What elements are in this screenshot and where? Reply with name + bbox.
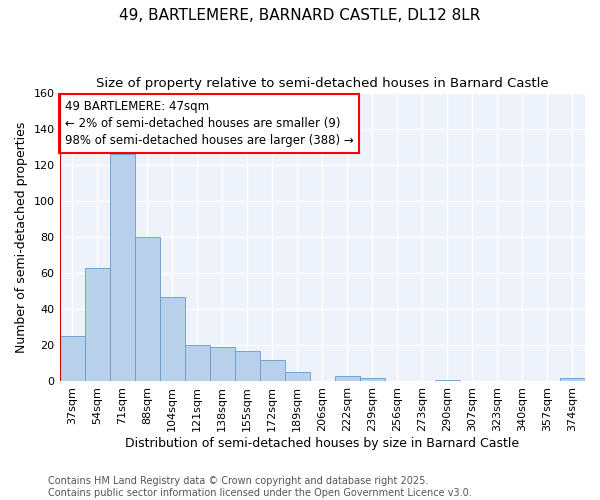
Bar xyxy=(59,336,85,382)
Bar xyxy=(235,351,260,382)
Text: 49, BARTLEMERE, BARNARD CASTLE, DL12 8LR: 49, BARTLEMERE, BARNARD CASTLE, DL12 8LR xyxy=(119,8,481,22)
Bar xyxy=(85,268,110,382)
Bar xyxy=(560,378,585,382)
Bar xyxy=(260,360,285,382)
Bar xyxy=(209,347,235,382)
Bar xyxy=(360,378,385,382)
Bar xyxy=(134,238,160,382)
Text: Contains HM Land Registry data © Crown copyright and database right 2025.
Contai: Contains HM Land Registry data © Crown c… xyxy=(48,476,472,498)
Bar xyxy=(435,380,460,382)
X-axis label: Distribution of semi-detached houses by size in Barnard Castle: Distribution of semi-detached houses by … xyxy=(125,437,520,450)
Bar xyxy=(285,372,310,382)
Bar xyxy=(160,296,185,382)
Bar xyxy=(335,376,360,382)
Bar xyxy=(110,154,134,382)
Y-axis label: Number of semi-detached properties: Number of semi-detached properties xyxy=(15,122,28,353)
Text: 49 BARTLEMERE: 47sqm
← 2% of semi-detached houses are smaller (9)
98% of semi-de: 49 BARTLEMERE: 47sqm ← 2% of semi-detach… xyxy=(65,100,353,148)
Title: Size of property relative to semi-detached houses in Barnard Castle: Size of property relative to semi-detach… xyxy=(96,78,548,90)
Bar xyxy=(185,346,209,382)
